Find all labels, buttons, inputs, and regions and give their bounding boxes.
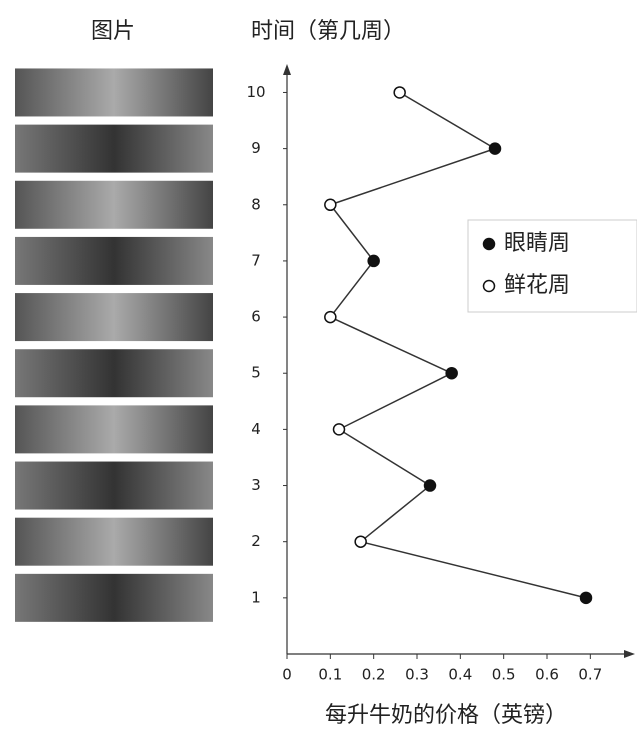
connector [338,428,431,487]
x-tick-label: 0.2 [362,666,386,684]
point [423,479,437,492]
x-tick-label: 0.1 [318,666,342,684]
photo [15,349,213,398]
point [324,198,337,212]
y-tick-label: 9 [251,139,261,157]
connector [330,316,452,374]
y-tick-label: 7 [251,251,261,269]
point [324,310,337,324]
x-tick-label: 0.3 [405,666,429,684]
photo [15,405,213,454]
y-tick-label: 4 [251,420,261,438]
y-tick-label: 2 [251,532,261,550]
point [354,535,367,548]
y-axis-arrow [283,64,291,75]
x-tick-label: 0 [282,666,292,684]
y-tick-label: 3 [251,476,261,494]
y-tick-label: 5 [251,364,261,382]
photo [15,68,213,117]
photo [15,517,213,566]
photo [15,124,213,173]
photo [15,293,213,342]
photo [15,180,213,229]
x-tick-label: 0.6 [535,666,559,684]
legend [467,219,637,313]
y-tick-label: 1 [251,588,261,606]
x-tick-label: 0.7 [578,666,602,684]
point [393,86,406,99]
y-axis-label: 时间（第几周） [251,19,405,44]
point [579,591,593,605]
y-tick-label: 8 [251,195,261,213]
legend-label: 鲜花周 [504,273,570,298]
point [367,254,380,268]
point [332,423,346,436]
connector [329,260,375,318]
connector [338,372,453,431]
connector [329,204,375,262]
connector [330,147,496,206]
x-axis-label: 每升牛奶的价格（英镑） [325,703,567,728]
image-header: 图片 [91,19,135,44]
point [488,142,502,155]
x-tick-label: 0.5 [492,666,516,684]
y-tick-label: 6 [251,308,261,326]
connector [360,540,587,599]
connector [360,484,431,543]
point [445,366,458,380]
photo [15,461,213,510]
x-axis-arrow [624,650,635,658]
legend-marker [482,237,496,251]
photo [15,236,213,285]
x-tick-label: 0.4 [448,666,472,684]
connector [399,91,496,150]
legend-label: 眼睛周 [504,231,570,256]
photo [15,573,213,622]
y-tick-label: 10 [246,83,265,101]
legend-marker [482,279,496,293]
